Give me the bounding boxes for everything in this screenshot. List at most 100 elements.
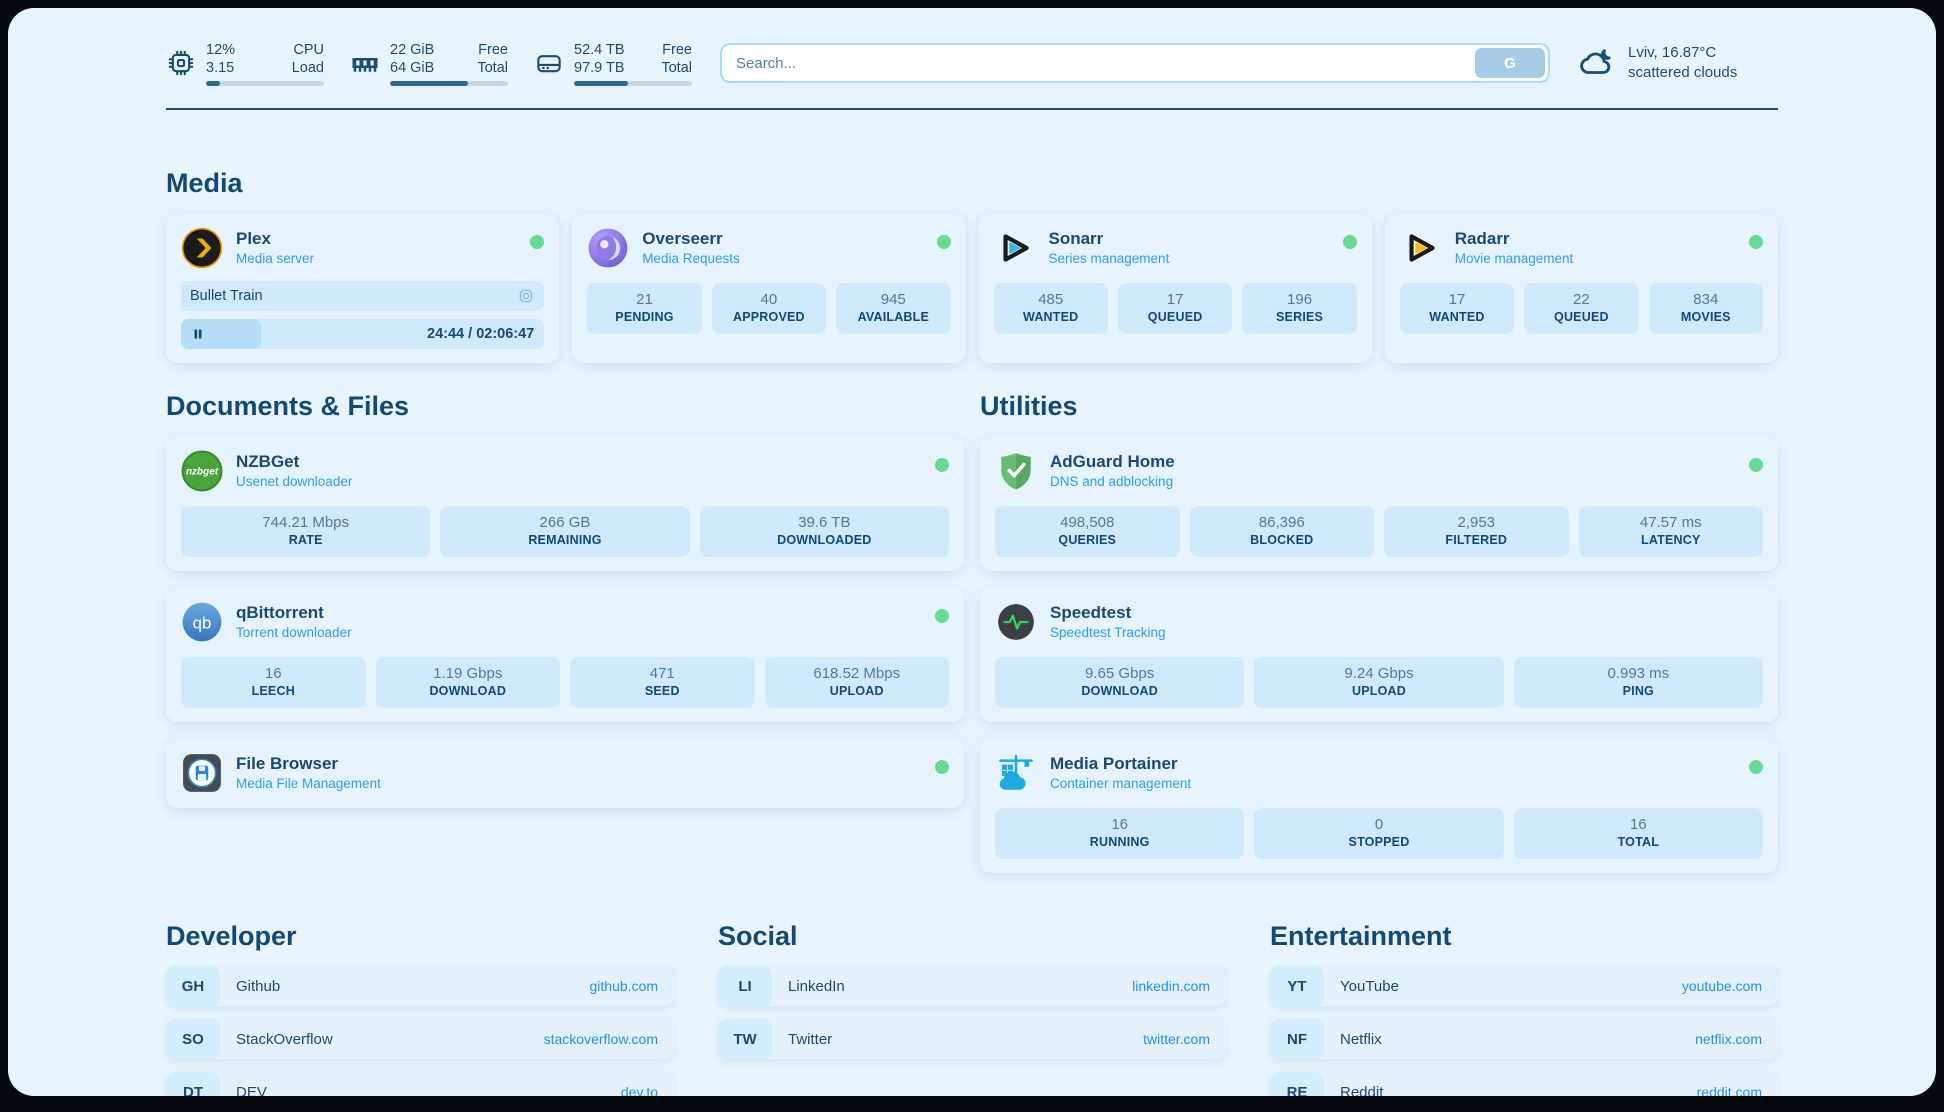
memory-progress (390, 80, 508, 86)
memory-free: 22 GiB (390, 41, 435, 58)
app-card-portainer[interactable]: Media Portainer Container management 16 … (980, 738, 1778, 873)
app-card-overseerr[interactable]: Overseerr Media Requests 21 PENDING 40 A… (572, 213, 966, 363)
search-engine-button[interactable]: G (1475, 48, 1545, 78)
stat-box: 9.24 Gbps UPLOAD (1254, 657, 1504, 708)
now-playing-title: Bullet Train (190, 288, 263, 304)
section-title-social: Social (718, 921, 798, 951)
stat-box: 9.65 Gbps DOWNLOAD (995, 657, 1245, 708)
memory-total: 64 GiB (390, 59, 435, 76)
header-divider (166, 108, 1778, 110)
link-youtube[interactable]: YT YouTube youtube.com (1270, 966, 1778, 1006)
now-playing-row: Bullet Train (181, 281, 545, 311)
app-card-sonarr[interactable]: Sonarr Series management 485 WANTED 17 Q… (978, 213, 1372, 363)
section-title-developer: Developer (166, 921, 297, 951)
stat-box: 498,508 QUERIES (995, 506, 1180, 557)
playback-progress-bar[interactable]: 24:44 / 02:06:47 (181, 319, 545, 349)
stat-box: 47.57 ms LATENCY (1578, 506, 1763, 557)
filebrowser-logo-icon (183, 754, 221, 792)
section-social: Social LI LinkedIn linkedin.com TW Twitt… (718, 921, 1226, 1096)
memory-free-label: Free (478, 41, 508, 58)
cpu-usage: 12% (206, 41, 236, 58)
app-name: Radarr (1454, 229, 1510, 248)
dashboard: 12% 3.15 CPU Load (8, 8, 1936, 1096)
link-github[interactable]: GH Github github.com (166, 966, 674, 1006)
playback-time: 24:44 / 02:06:47 (427, 326, 535, 342)
disk-free: 52.4 TB (574, 41, 625, 58)
link-dev[interactable]: DT DEV dev.to (166, 1072, 674, 1096)
link-reddit[interactable]: RE Reddit reddit.com (1270, 1072, 1778, 1096)
cpu-stat: 12% 3.15 CPU Load (166, 41, 324, 86)
search-input[interactable] (736, 54, 1548, 72)
app-description: DNS and adblocking (1050, 474, 1174, 489)
app-description: Movie management (1454, 251, 1574, 266)
stat-box: 0.993 ms PING (1513, 657, 1763, 708)
weather-widget: Lviv, 16.87°C scattered clouds (1578, 43, 1778, 83)
app-name: Sonarr (1048, 229, 1104, 248)
link-badge: GH (166, 966, 220, 1006)
memory-stat: 22 GiB 64 GiB Free Total (350, 41, 508, 86)
status-online-dot (935, 609, 949, 623)
app-card-filebrowser[interactable]: File Browser Media File Management (166, 738, 964, 808)
ram-icon (352, 58, 378, 72)
stat-box: 471 SEED (570, 657, 755, 708)
link-badge: NF (1270, 1019, 1324, 1059)
app-name: AdGuard Home (1050, 452, 1175, 471)
memory-total-label: Total (477, 59, 508, 76)
cpu-label: CPU (293, 41, 324, 58)
portainer-logo-icon (999, 754, 1033, 790)
stat-box: 834 MOVIES (1648, 283, 1764, 334)
stat-box: 618.52 Mbps UPLOAD (764, 657, 949, 708)
svg-text:nzbget: nzbget (186, 467, 219, 478)
link-badge: TW (718, 1019, 772, 1059)
section-entertainment: Entertainment YT YouTube youtube.com NF … (1270, 921, 1778, 1096)
link-badge: RE (1270, 1072, 1324, 1096)
app-card-qbittorrent[interactable]: qb qBittorrent Torrent downloader 16 LEE… (166, 587, 964, 722)
disk-icon (537, 55, 561, 73)
app-card-radarr[interactable]: Radarr Movie management 17 WANTED 22 QUE… (1384, 213, 1778, 363)
stat-box: 196 SERIES (1242, 283, 1357, 334)
stat-box: 485 WANTED (993, 283, 1108, 334)
app-description: Media Requests (642, 251, 740, 266)
stat-box: 2,953 FILTERED (1384, 506, 1569, 557)
weather-location-temp: Lviv, 16.87°C (1628, 44, 1717, 61)
status-online-dot (935, 760, 949, 774)
section-developer: Developer GH Github github.com SO StackO… (166, 921, 674, 1096)
status-online-dot (530, 235, 545, 249)
disk-stat: 52.4 TB 97.9 TB Free Total (534, 41, 692, 86)
stat-box: 16 RUNNING (995, 808, 1245, 859)
adguard-logo-icon (1001, 453, 1031, 490)
search-bar[interactable]: G (720, 43, 1550, 83)
app-description: Media server (236, 251, 315, 266)
app-description: Series management (1048, 251, 1170, 266)
app-card-plex[interactable]: Plex Media server Bullet Train (166, 213, 560, 363)
stat-box: 17 QUEUED (1117, 283, 1233, 334)
app-name: Plex (236, 229, 271, 248)
link-stackoverflow[interactable]: SO StackOverflow stackoverflow.com (166, 1019, 674, 1059)
stat-box: 21 PENDING (587, 283, 702, 334)
link-linkedin[interactable]: LI LinkedIn linkedin.com (718, 966, 1226, 1006)
session-settings-icon[interactable] (517, 287, 535, 305)
qbittorrent-logo-icon: qb (182, 602, 222, 642)
link-twitter[interactable]: TW Twitter twitter.com (718, 1019, 1226, 1059)
section-documents: Documents & Files nzbget NZBGet Usenet d… (166, 391, 964, 808)
cpu-chip-icon (168, 50, 194, 76)
cpu-progress (206, 80, 324, 86)
app-card-adguard[interactable]: AdGuard Home DNS and adblocking 498,508 … (980, 436, 1778, 571)
disk-free-label: Free (662, 41, 692, 58)
link-netflix[interactable]: NF Netflix netflix.com (1270, 1019, 1778, 1059)
status-online-dot (935, 458, 949, 472)
app-description: Media File Management (236, 776, 381, 791)
link-badge: SO (166, 1019, 220, 1059)
app-name: qBittorrent (236, 603, 324, 622)
disk-total: 97.9 TB (574, 59, 625, 76)
app-name: File Browser (236, 754, 339, 773)
pause-icon[interactable] (191, 327, 205, 341)
app-card-nzbget[interactable]: nzbget NZBGet Usenet downloader 744.21 M… (166, 436, 964, 571)
stat-box: 17 WANTED (1399, 283, 1515, 334)
stat-box: 40 APPROVED (711, 283, 827, 334)
stat-box: 16 TOTAL (1513, 808, 1763, 859)
stat-box: 86,396 BLOCKED (1189, 506, 1374, 557)
cpu-loadavg: 3.15 (206, 59, 235, 76)
app-card-speedtest[interactable]: Speedtest Speedtest Tracking 9.65 Gbps D… (980, 587, 1778, 722)
overseerr-logo-icon (588, 228, 628, 268)
